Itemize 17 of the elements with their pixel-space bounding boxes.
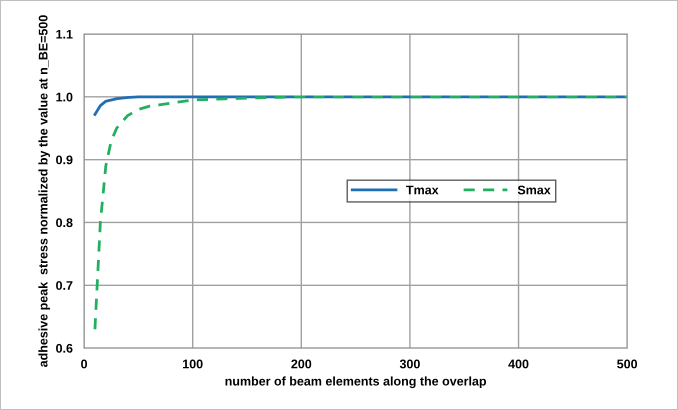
x-tick-label: 100 <box>183 360 203 368</box>
y-tick-label: 0.9 <box>56 155 72 164</box>
x-tick-label: 500 <box>617 360 638 368</box>
x-tick-label: 0 <box>81 360 88 368</box>
y-tick-label: 0.6 <box>56 344 73 353</box>
line-series <box>94 95 628 331</box>
y-axis-title: adhesive peak stress normalized by the value at n_BE=500 <box>38 15 50 367</box>
y-tick-label: 1.0 <box>56 92 72 102</box>
y-tick-label: 0.8 <box>56 218 73 228</box>
x-tick-label: 200 <box>291 360 312 368</box>
x-tick-label: 300 <box>400 360 420 368</box>
y-tick-label: 0.7 <box>56 281 72 290</box>
legend-label: Smax <box>518 186 551 194</box>
y-tick-label: 1.1 <box>56 30 73 39</box>
x-axis-title: number of beam elements along the overlap <box>226 376 486 388</box>
x-tick-label: 400 <box>508 360 528 368</box>
legend-label: Tmax <box>406 186 439 194</box>
